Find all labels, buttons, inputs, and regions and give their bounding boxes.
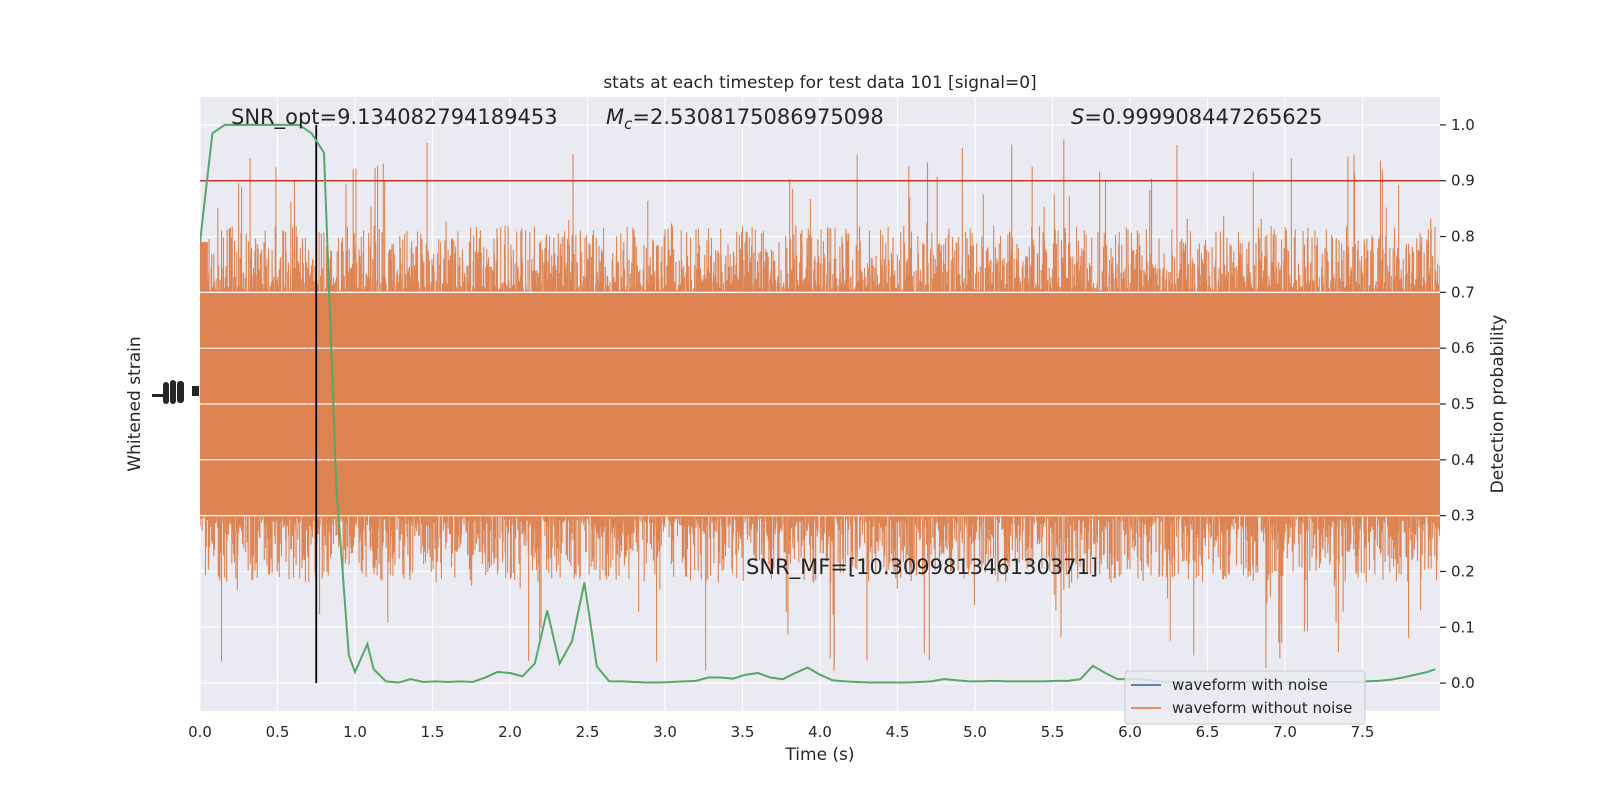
x-tick-label: 5.5 xyxy=(1041,723,1065,741)
y-tick-label: 0.5 xyxy=(1451,395,1475,413)
legend-label-with-noise: waveform with noise xyxy=(1172,676,1328,694)
x-tick-label: 3.5 xyxy=(731,723,755,741)
x-tick-label: 4.5 xyxy=(886,723,910,741)
y-tick-label: 1.0 xyxy=(1451,116,1475,134)
x-tick-label: 4.0 xyxy=(808,723,832,741)
y-axis-left-label: Whitened strain xyxy=(125,336,145,471)
x-tick-label: 1.0 xyxy=(343,723,367,741)
x-axis-label: Time (s) xyxy=(784,745,854,765)
x-tick-label: 7.0 xyxy=(1273,723,1297,741)
y-axis-right-ticks: 0.0 0.1 0.2 0.3 0.4 0.5 0.6 0.7 0.8 0.9 1.0 xyxy=(1440,116,1475,692)
x-tick-label: 5.0 xyxy=(963,723,987,741)
x-tick-label: 0.5 xyxy=(266,723,290,741)
x-tick-label: 6.0 xyxy=(1118,723,1142,741)
snr-mf-annotation: SNR_MF=[10.309981346130371] xyxy=(746,555,1098,580)
y-axis-right-label: Detection probability xyxy=(1488,315,1508,494)
y-tick-label: 0.1 xyxy=(1451,618,1475,636)
x-tick-label: 2.5 xyxy=(576,723,600,741)
y-tick-label: 0.6 xyxy=(1451,339,1475,357)
y-tick-label: 0.8 xyxy=(1451,228,1475,246)
legend-label-without-noise: waveform without noise xyxy=(1172,699,1352,717)
snr-opt-annotation: SNR_opt=9.134082794189453 xyxy=(231,105,558,130)
x-axis-ticks: 0.0 0.5 1.0 1.5 2.0 2.5 3.0 3.5 4.0 4.5 5.0 5.5 6.0 6… xyxy=(188,723,1374,741)
y-tick-label: 0.4 xyxy=(1451,451,1475,469)
y-tick-label: 0.0 xyxy=(1451,674,1475,692)
y-tick-label: 0.9 xyxy=(1451,172,1475,190)
left-axis-tick-cluster xyxy=(152,380,199,404)
chart-title: stats at each timestep for test data 101… xyxy=(603,73,1036,93)
y-tick-label: 0.3 xyxy=(1451,507,1475,525)
legend: waveform with noise waveform without noi… xyxy=(1124,670,1366,725)
s-annotation: S=0.999908447265625 xyxy=(1071,105,1322,129)
x-tick-label: 7.5 xyxy=(1351,723,1375,741)
x-tick-label: 6.5 xyxy=(1196,723,1220,741)
x-tick-label: 3.0 xyxy=(653,723,677,741)
x-tick-label: 2.0 xyxy=(498,723,522,741)
legend-box xyxy=(1124,670,1366,725)
x-tick-label: 0.0 xyxy=(188,723,212,741)
y-tick-label: 0.7 xyxy=(1451,283,1475,301)
y-tick-label: 0.2 xyxy=(1451,562,1475,580)
chirp-mass-annotation: Mc=2.5308175086975098 xyxy=(606,105,884,133)
x-tick-label: 1.5 xyxy=(421,723,445,741)
